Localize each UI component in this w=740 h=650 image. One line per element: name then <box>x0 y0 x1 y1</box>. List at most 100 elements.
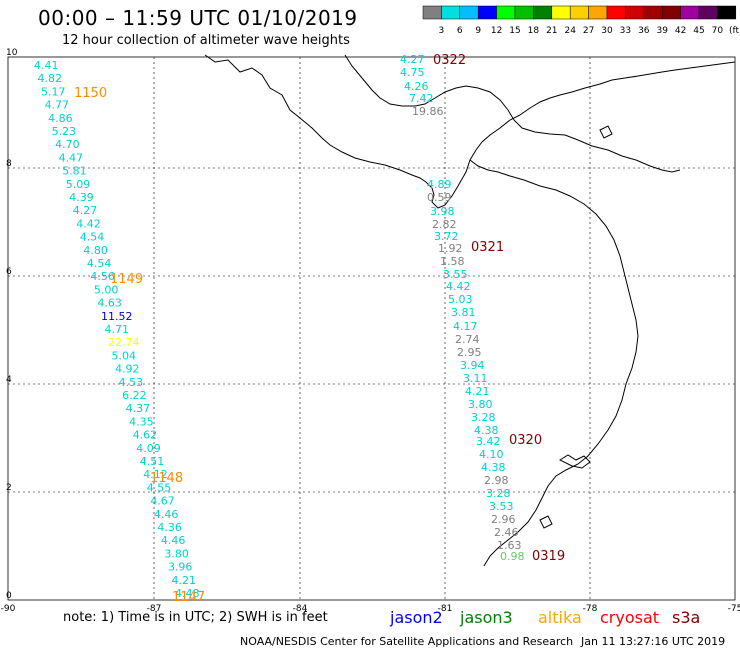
colorbar-label: 6 <box>457 26 463 36</box>
wave-value-east: 4.21 <box>465 385 490 398</box>
colorbar-label: 45 <box>693 26 704 36</box>
wave-value-west: 4.41 <box>34 59 59 72</box>
wave-value-east: 4.38 <box>481 461 506 474</box>
wave-value-east: 4.27 <box>400 53 425 66</box>
wave-value-east: 4.10 <box>479 448 504 461</box>
x-tick-label: -75 <box>728 604 740 614</box>
wave-value-east: 1.58 <box>440 255 465 268</box>
pass-label: 1149 <box>110 272 143 287</box>
wave-value-east: 3.94 <box>460 359 485 372</box>
wave-value-east: 3.11 <box>463 372 488 385</box>
y-tick-label: 4 <box>6 375 12 385</box>
wave-value-west: 4.12 <box>143 468 168 481</box>
colorbar-label: 30 <box>601 26 613 36</box>
colorbar-label: 15 <box>509 26 520 36</box>
y-tick-label: 2 <box>6 483 12 493</box>
colorbar-label: 9 <box>475 26 481 36</box>
wave-value-east: 2.82 <box>432 218 457 231</box>
legend-cryosat: cryosat <box>600 608 660 627</box>
wave-value-east: 2.98 <box>484 474 509 487</box>
colorbar-label: (ft) <box>729 26 740 36</box>
wave-value-east: 3.53 <box>489 500 514 513</box>
wave-value-east: 2.96 <box>491 513 516 526</box>
wave-value-east: 3.98 <box>430 205 455 218</box>
map-frame <box>7 56 736 601</box>
wave-value-east: 4.17 <box>453 320 478 333</box>
wave-value-west: 4.92 <box>115 363 140 376</box>
y-tick-label: 0 <box>6 591 12 601</box>
note-text: note: 1) Time is in UTC; 2) SWH is in fe… <box>63 610 328 625</box>
wave-value-west: 3.96 <box>168 561 193 574</box>
pass-label: 1148 <box>150 471 183 486</box>
wave-value-west: 4.77 <box>45 99 69 112</box>
pass-label: 0322 <box>433 53 466 68</box>
pass-label: 1147 <box>172 590 205 605</box>
x-tick-label: -84 <box>293 604 308 614</box>
wave-value-west: 4.36 <box>157 521 182 534</box>
legend-altika: altika <box>538 608 582 627</box>
wave-value-east: 4.42 <box>446 280 471 293</box>
wave-value-west: 4.48 <box>175 587 200 600</box>
legend-jason3: jason3 <box>460 608 513 627</box>
colorbar-label: 18 <box>528 26 540 36</box>
x-tick-label: -78 <box>583 604 598 614</box>
wave-value-west: 5.04 <box>112 349 137 362</box>
wave-value-east: 3.28 <box>486 487 511 500</box>
wave-value-west: 4.39 <box>69 191 94 204</box>
wave-value-west: 4.55 <box>147 481 172 494</box>
wave-value-west: 4.67 <box>150 495 175 508</box>
wave-value-east: 4.38 <box>474 424 499 437</box>
wave-value-west: 4.80 <box>83 244 108 257</box>
colorbar-label: 42 <box>675 26 686 36</box>
wave-value-east: 3.55 <box>443 268 468 281</box>
coastline-east <box>469 159 639 567</box>
pass-label: 1150 <box>74 86 107 101</box>
footer-organization: NOAA/NESDIS Center for Satellite Applica… <box>240 635 574 648</box>
y-tick-label: 10 <box>6 48 18 58</box>
wave-value-west: 5.09 <box>66 178 91 191</box>
wave-value-east: 3.81 <box>451 306 476 319</box>
legend-jason2: jason2 <box>390 608 443 627</box>
page-title: 00:00 – 11:59 UTC 01/10/2019 <box>38 6 358 30</box>
wave-value-west: 4.47 <box>59 151 84 164</box>
coastline-islands <box>539 125 613 529</box>
wave-value-west: 5.17 <box>41 85 66 98</box>
wave-value-west: 4.86 <box>48 112 73 125</box>
colorbar-label: 24 <box>564 26 576 36</box>
wave-value-west: 4.46 <box>161 534 186 547</box>
wave-value-west: 4.42 <box>76 217 101 230</box>
wave-value-west: 11.52 <box>101 310 133 323</box>
wave-value-west: 4.82 <box>38 72 63 85</box>
wave-value-west: 4.21 <box>171 574 196 587</box>
wave-value-east: 3.28 <box>471 411 496 424</box>
coastline-gulf <box>344 54 681 173</box>
wave-value-west: 4.35 <box>129 415 154 428</box>
colorbar-label: 3 <box>439 26 445 36</box>
coastline-north <box>204 54 736 209</box>
wave-value-east: 5.03 <box>448 293 473 306</box>
wave-value-east: 0.59 <box>427 191 452 204</box>
wave-value-east: 1.92 <box>438 242 463 255</box>
colorbar-label: 27 <box>583 26 594 36</box>
wave-value-west: 4.54 <box>80 231 105 244</box>
track-west: 4.414.825.174.774.865.234.704.475.815.09… <box>34 59 200 600</box>
wave-value-east: 4.26 <box>404 80 429 93</box>
colorbar-label: 21 <box>546 26 557 36</box>
wave-value-west: 4.51 <box>140 455 165 468</box>
wave-value-east: 3.80 <box>468 398 493 411</box>
colorbar-label: 36 <box>638 26 650 36</box>
wave-value-west: 4.46 <box>154 508 179 521</box>
coastline <box>204 54 736 567</box>
wave-value-east: 4.75 <box>400 66 425 79</box>
wave-value-west: 4.53 <box>119 376 144 389</box>
page-subtitle: 12 hour collection of altimeter wave hei… <box>62 33 350 48</box>
colorbar-label: 70 <box>712 26 724 36</box>
wave-value-east: 3.42 <box>476 435 501 448</box>
wave-value-west: 4.27 <box>73 204 98 217</box>
y-tick-label: 8 <box>6 159 12 169</box>
wave-value-east: 19.86 <box>412 105 444 118</box>
